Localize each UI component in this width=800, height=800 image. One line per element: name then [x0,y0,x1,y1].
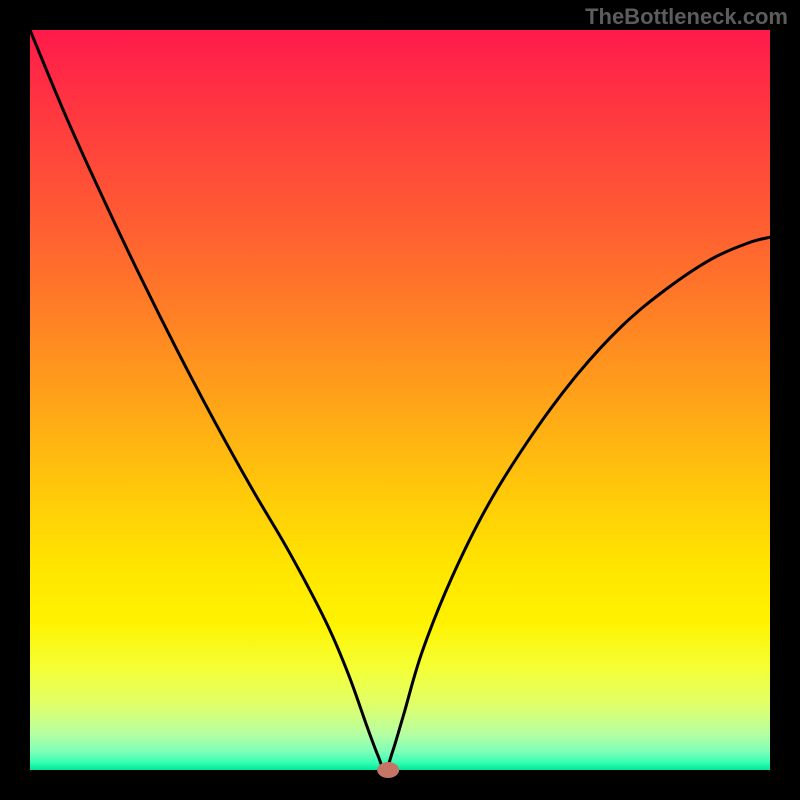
watermark-text: TheBottleneck.com [585,4,788,30]
bottleneck-curve-chart [0,0,800,800]
vertex-marker [377,762,399,778]
chart-container: TheBottleneck.com [0,0,800,800]
plot-background-gradient [30,30,770,770]
